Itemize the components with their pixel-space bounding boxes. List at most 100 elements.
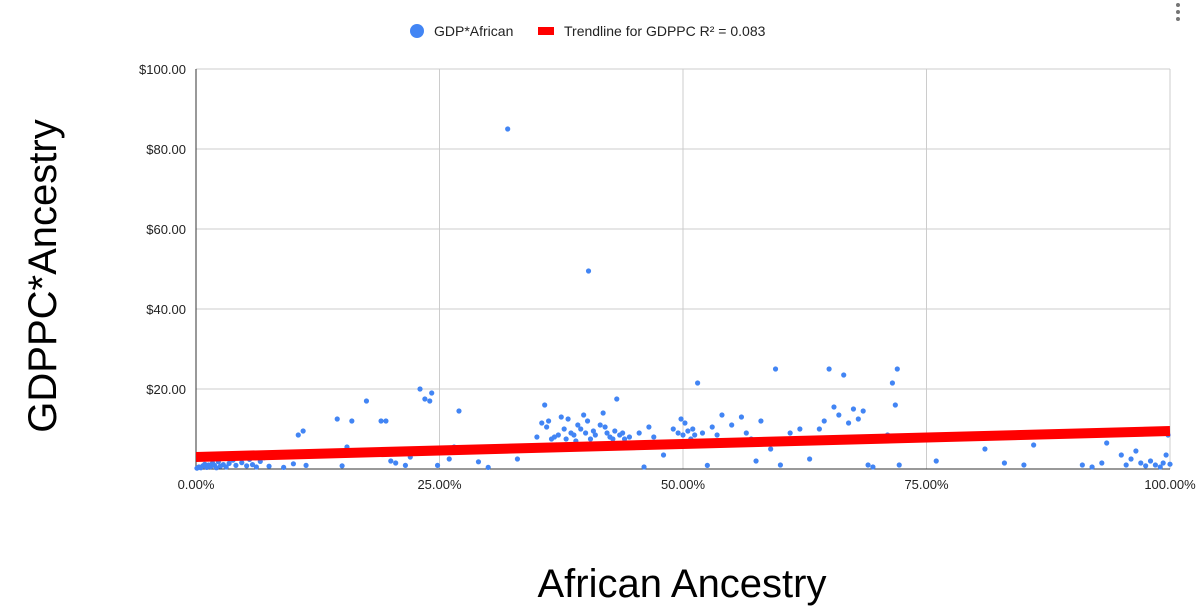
x-tick-label: 25.00% <box>417 477 462 492</box>
data-point <box>646 424 652 430</box>
data-point <box>363 398 370 404</box>
y-tick-label: $60.00 <box>146 222 186 237</box>
trendline <box>195 426 1171 462</box>
data-point <box>850 406 857 412</box>
data-point <box>1157 464 1163 470</box>
x-tick-label: 50.00% <box>661 477 706 492</box>
data-point <box>422 396 428 402</box>
data-point <box>544 424 550 430</box>
data-point <box>1118 452 1124 458</box>
data-point <box>290 461 296 467</box>
data-point <box>604 430 610 436</box>
data-point <box>592 432 598 438</box>
data-point <box>1021 462 1027 468</box>
data-point <box>456 408 462 414</box>
data-point <box>660 452 667 458</box>
data-point <box>561 426 567 432</box>
data-point <box>680 432 686 438</box>
data-point <box>378 418 384 424</box>
legend-marker-trendline <box>538 27 554 35</box>
data-point <box>575 422 581 428</box>
data-point <box>233 462 239 468</box>
y-tick-labels: $20.00 $40.00 $60.00 $80.00 $100.00 <box>139 62 186 397</box>
data-point <box>621 436 628 442</box>
data-point <box>743 430 749 436</box>
data-point <box>266 463 272 469</box>
data-point <box>620 430 626 436</box>
data-point <box>349 418 355 424</box>
data-point <box>585 268 592 274</box>
y-tick-label: $100.00 <box>139 62 186 77</box>
data-point <box>758 418 764 424</box>
data-point <box>1138 460 1144 466</box>
data-point <box>896 462 902 468</box>
data-point <box>417 386 423 392</box>
data-point <box>841 372 847 378</box>
data-point <box>1160 460 1166 466</box>
data-point <box>239 460 245 466</box>
data-point <box>670 426 676 432</box>
data-point <box>1152 462 1158 468</box>
data-point <box>534 434 540 440</box>
data-point <box>695 380 701 386</box>
data-point <box>584 418 591 424</box>
data-point <box>563 436 569 442</box>
data-point <box>807 456 813 462</box>
data-point <box>892 402 898 408</box>
data-point <box>1147 458 1154 464</box>
data-point <box>692 432 698 438</box>
data-point <box>339 463 345 469</box>
data-point <box>821 418 827 424</box>
x-tick-labels: 0.00% 25.00% 50.00% 75.00% 100.00% <box>178 477 1197 492</box>
data-point <box>719 412 725 418</box>
data-point <box>626 434 633 440</box>
data-point <box>1079 462 1085 468</box>
data-point <box>831 404 837 410</box>
data-point <box>475 459 482 465</box>
data-point <box>641 464 647 470</box>
data-point <box>226 460 232 466</box>
data-point <box>682 420 688 426</box>
data-point <box>787 430 793 436</box>
data-point <box>1133 448 1139 454</box>
data-point <box>514 456 521 462</box>
data-point <box>612 428 618 434</box>
data-point <box>1031 442 1037 448</box>
data-point <box>738 414 745 420</box>
data-point <box>675 430 681 436</box>
data-point <box>1163 452 1169 458</box>
data-point <box>1089 464 1095 470</box>
data-point <box>836 412 842 418</box>
data-point <box>826 366 832 372</box>
data-point <box>565 416 571 422</box>
data-point <box>446 456 452 462</box>
data-point <box>1104 440 1110 446</box>
data-points <box>194 126 1173 471</box>
gridlines <box>196 68 1171 469</box>
data-point <box>772 366 779 372</box>
data-point <box>253 464 259 470</box>
x-tick-label: 75.00% <box>904 477 949 492</box>
data-point <box>334 416 340 422</box>
legend-label-trendline: Trendline for GDPPC R² = 0.083 <box>564 23 766 39</box>
data-point <box>295 432 301 438</box>
data-point <box>571 432 577 438</box>
data-point <box>870 464 876 470</box>
data-point <box>281 464 287 470</box>
data-point <box>388 458 394 464</box>
data-point <box>393 460 399 466</box>
data-point <box>699 430 706 436</box>
data-point <box>855 416 861 422</box>
more-vert-icon[interactable] <box>1166 0 1190 24</box>
data-point <box>777 462 784 468</box>
y-axis-title: GDPPC*Ancestry <box>21 119 65 432</box>
data-point <box>729 422 735 428</box>
data-point <box>600 410 606 416</box>
data-point <box>685 428 691 434</box>
data-point <box>485 464 491 470</box>
data-point <box>303 462 309 468</box>
data-point <box>690 426 696 432</box>
data-point <box>581 412 587 418</box>
data-point <box>816 426 822 432</box>
data-point <box>845 420 852 426</box>
